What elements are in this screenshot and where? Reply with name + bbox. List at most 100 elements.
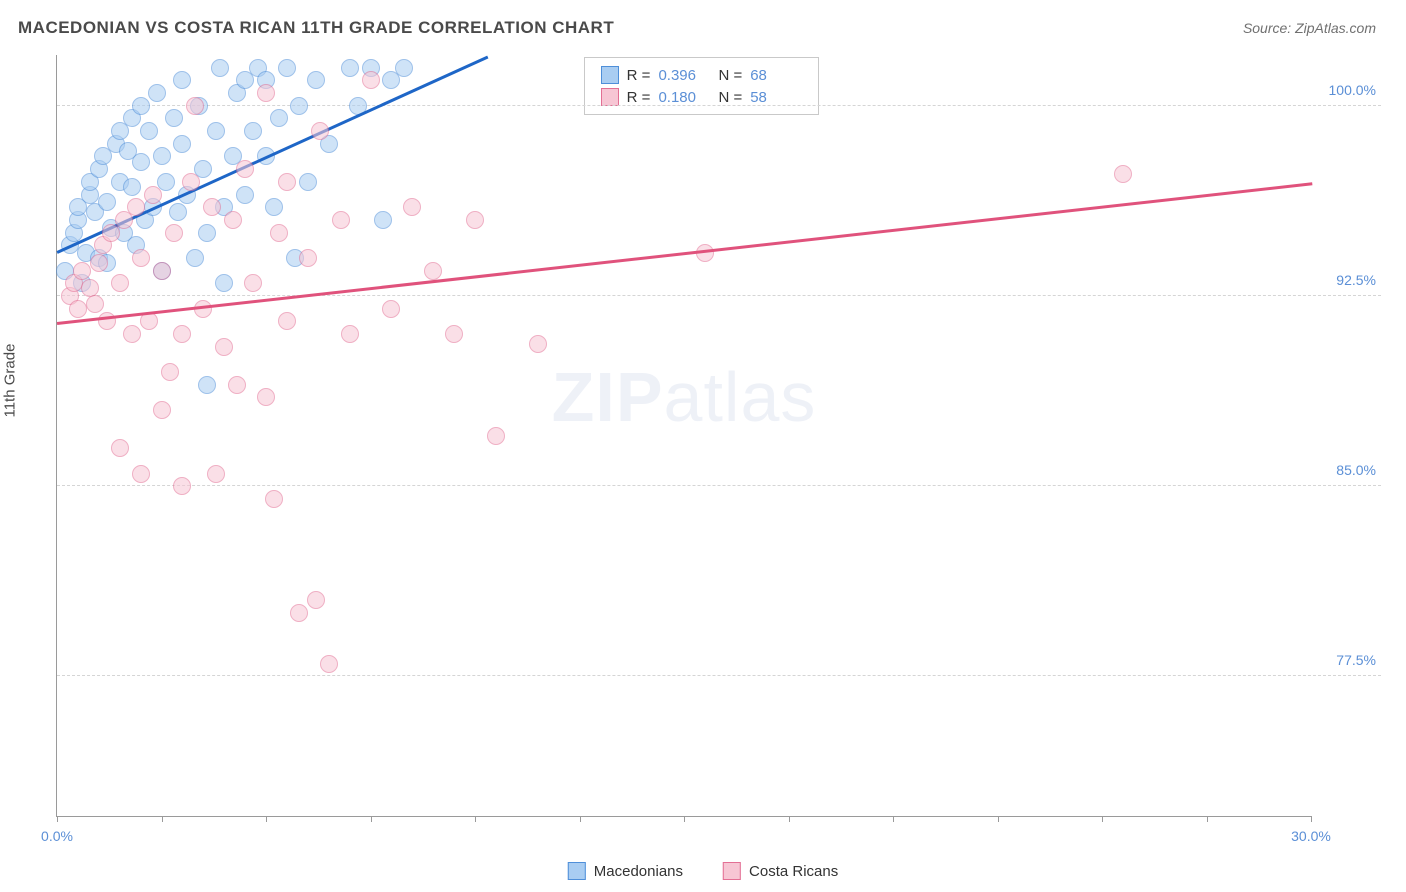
data-point: [299, 173, 317, 191]
chart-title: MACEDONIAN VS COSTA RICAN 11TH GRADE COR…: [18, 18, 614, 38]
data-point: [90, 254, 108, 272]
data-point: [173, 477, 191, 495]
x-tick-label: 0.0%: [41, 828, 73, 844]
data-point: [69, 300, 87, 318]
data-point: [236, 160, 254, 178]
data-point: [290, 97, 308, 115]
data-point: [132, 153, 150, 171]
data-point: [278, 173, 296, 191]
data-point: [529, 335, 547, 353]
data-point: [244, 274, 262, 292]
r-label: R =: [627, 67, 651, 84]
data-point: [186, 97, 204, 115]
data-point: [111, 274, 129, 292]
stats-legend: R =0.396N =68R =0.180N =58: [584, 57, 820, 115]
data-point: [244, 122, 262, 140]
data-point: [487, 427, 505, 445]
x-tick: [475, 816, 476, 822]
series-legend-item: Macedonians: [568, 862, 683, 880]
legend-swatch: [601, 66, 619, 84]
data-point: [173, 71, 191, 89]
data-point: [173, 135, 191, 153]
data-point: [215, 338, 233, 356]
data-point: [265, 198, 283, 216]
data-point: [203, 198, 221, 216]
n-label: N =: [718, 89, 742, 106]
plot-area: ZIPatlas R =0.396N =68R =0.180N =58 77.5…: [56, 55, 1311, 817]
series-legend-label: Costa Ricans: [749, 863, 838, 880]
data-point: [73, 262, 91, 280]
n-value: 68: [750, 67, 802, 84]
data-point: [165, 224, 183, 242]
data-point: [161, 363, 179, 381]
data-point: [341, 59, 359, 77]
data-point: [257, 388, 275, 406]
x-tick: [893, 816, 894, 822]
data-point: [278, 312, 296, 330]
watermark-light: atlas: [664, 358, 817, 436]
x-tick: [789, 816, 790, 822]
data-point: [278, 59, 296, 77]
series-legend-item: Costa Ricans: [723, 862, 838, 880]
data-point: [132, 249, 150, 267]
data-point: [466, 211, 484, 229]
x-tick: [998, 816, 999, 822]
data-point: [257, 84, 275, 102]
x-tick: [684, 816, 685, 822]
data-point: [207, 122, 225, 140]
data-point: [127, 198, 145, 216]
data-point: [198, 224, 216, 242]
gridline: [57, 485, 1381, 486]
data-point: [132, 97, 150, 115]
chart-header: MACEDONIAN VS COSTA RICAN 11TH GRADE COR…: [0, 0, 1406, 48]
stats-legend-row: R = 0.396 N = 68: [601, 64, 803, 86]
r-value: 0.396: [658, 67, 710, 84]
x-tick: [162, 816, 163, 822]
data-point: [186, 249, 204, 267]
gridline: [57, 675, 1381, 676]
legend-swatch: [601, 88, 619, 106]
data-point: [382, 300, 400, 318]
data-point: [362, 71, 380, 89]
series-legend: Macedonians Costa Ricans: [568, 862, 838, 880]
data-point: [307, 71, 325, 89]
data-point: [1114, 165, 1132, 183]
x-tick: [266, 816, 267, 822]
data-point: [111, 439, 129, 457]
data-point: [224, 211, 242, 229]
data-point: [144, 186, 162, 204]
x-tick: [371, 816, 372, 822]
x-tick: [1311, 816, 1312, 822]
data-point: [173, 325, 191, 343]
data-point: [424, 262, 442, 280]
data-point: [123, 178, 141, 196]
data-point: [445, 325, 463, 343]
data-point: [265, 490, 283, 508]
watermark: ZIPatlas: [552, 357, 817, 437]
source-attribution: Source: ZipAtlas.com: [1243, 20, 1376, 36]
data-point: [169, 203, 187, 221]
data-point: [153, 262, 171, 280]
legend-swatch: [723, 862, 741, 880]
data-point: [395, 59, 413, 77]
data-point: [211, 59, 229, 77]
data-point: [311, 122, 329, 140]
data-point: [148, 84, 166, 102]
n-value: 58: [750, 89, 802, 106]
x-tick: [57, 816, 58, 822]
watermark-bold: ZIP: [552, 358, 664, 436]
data-point: [236, 186, 254, 204]
legend-swatch: [568, 862, 586, 880]
r-label: R =: [627, 89, 651, 106]
data-point: [198, 376, 216, 394]
data-point: [182, 173, 200, 191]
x-tick: [580, 816, 581, 822]
n-label: N =: [718, 67, 742, 84]
data-point: [98, 193, 116, 211]
data-point: [86, 295, 104, 313]
y-tick-label: 92.5%: [1336, 272, 1376, 288]
x-tick: [1207, 816, 1208, 822]
gridline: [57, 105, 1381, 106]
data-point: [153, 147, 171, 165]
data-point: [299, 249, 317, 267]
